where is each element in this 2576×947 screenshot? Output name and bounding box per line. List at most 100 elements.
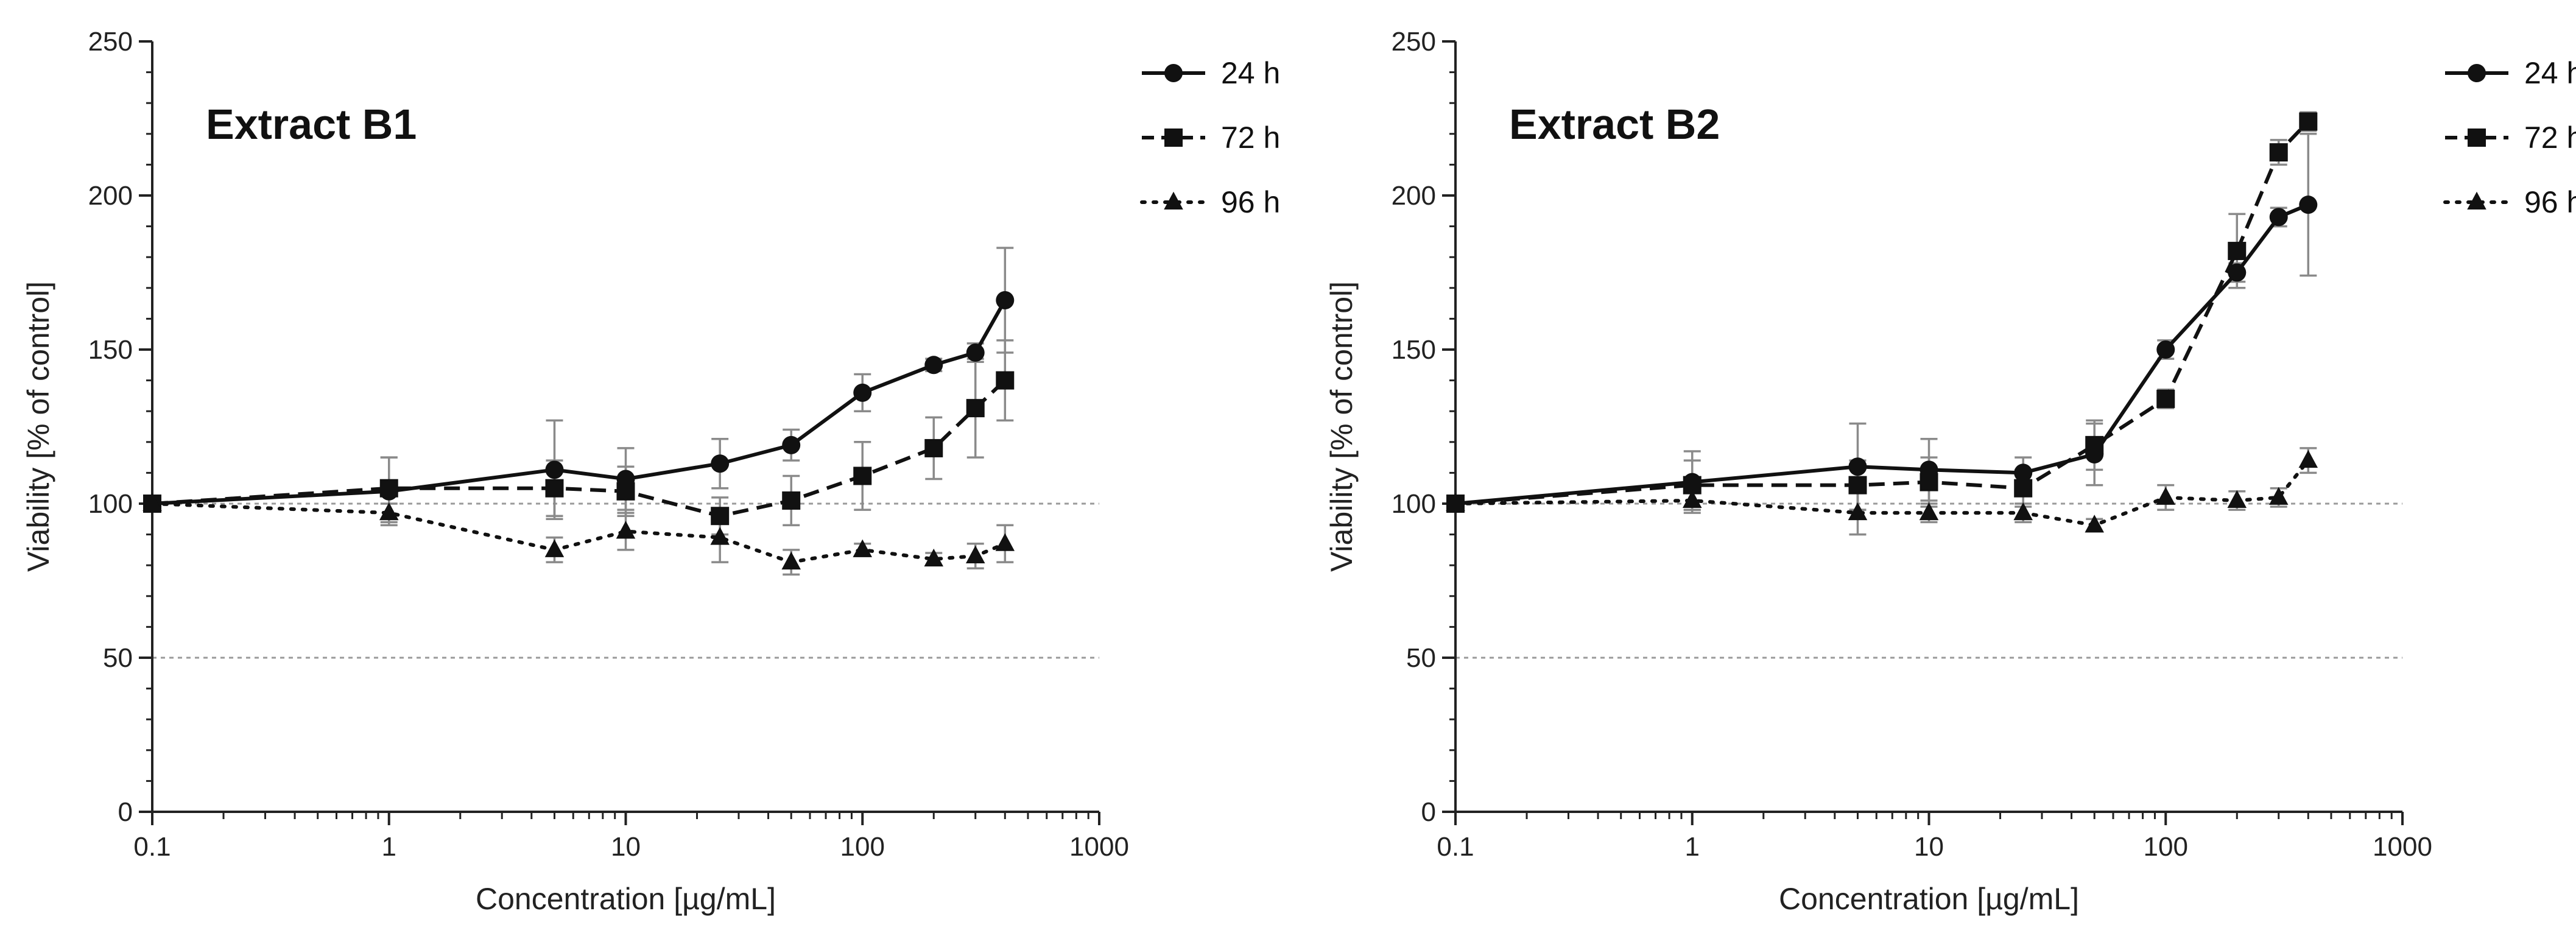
- legend-marker-circle: [2468, 64, 2486, 82]
- x-tick-label: 100: [2144, 832, 2188, 862]
- y-tick-label: 250: [1392, 27, 1436, 57]
- error-bars-72h: [144, 339, 1014, 536]
- legend-marker-triangle: [1164, 191, 1183, 209]
- data-point-square: [1920, 473, 1938, 491]
- panel-title: Extract B2: [1509, 100, 1720, 148]
- data-point-triangle: [965, 545, 985, 564]
- data-point-circle: [545, 460, 564, 479]
- series-line-96h: [1454, 459, 2310, 527]
- x-tick-label: 1000: [2373, 832, 2432, 862]
- data-point-triangle: [995, 533, 1015, 551]
- data-point-triangle: [544, 539, 565, 557]
- data-point-triangle: [1919, 502, 1939, 521]
- data-point-circle: [711, 454, 730, 473]
- y-axis-title: Viability [% of control]: [21, 281, 55, 572]
- x-tick-label: 1: [382, 832, 396, 862]
- legend-marker-triangle: [2467, 191, 2486, 209]
- x-axis-title: Concentration [µg/mL]: [1779, 882, 2079, 916]
- legend-label: 24 h: [1221, 56, 1280, 90]
- data-point-square: [1848, 476, 1867, 495]
- data-point-circle: [924, 356, 943, 375]
- data-point-circle: [782, 435, 801, 454]
- data-point-square: [379, 479, 398, 498]
- y-tick-label: 100: [1392, 489, 1436, 519]
- error-bars-24h: [1447, 133, 2317, 514]
- data-point-triangle: [616, 521, 636, 539]
- y-tick-label: 150: [1392, 335, 1436, 365]
- legend-label: 72 h: [2524, 121, 2576, 155]
- data-point-triangle: [853, 539, 872, 557]
- y-tick-label: 100: [88, 489, 133, 519]
- series-line-96h: [150, 502, 1007, 565]
- data-point-circle: [2269, 208, 2288, 227]
- data-point-circle: [1848, 457, 1867, 476]
- data-point-square: [2299, 112, 2318, 131]
- data-point-triangle: [2013, 502, 2033, 521]
- data-point-triangle: [2268, 487, 2289, 505]
- chart-panel-b2: 0 50 100 150 200 250 0.1 1 10 100 1000 Concentratio…: [1325, 27, 2576, 916]
- data-point-triangle: [379, 502, 399, 521]
- x-tick-label: 100: [840, 832, 885, 862]
- data-point-triangle: [924, 548, 944, 567]
- legend-marker-square: [2468, 128, 2486, 147]
- data-point-circle: [2014, 463, 2033, 482]
- data-point-square: [2269, 143, 2288, 162]
- series-line-24h: [152, 299, 1007, 505]
- data-point-triangle: [781, 551, 801, 570]
- data-point-square: [924, 438, 943, 457]
- y-axis-title: Viability [% of control]: [1325, 281, 1359, 572]
- data-point-square: [711, 507, 730, 526]
- y-tick-label: 150: [88, 335, 133, 365]
- legend-marker-circle: [1164, 64, 1183, 82]
- x-tick-label: 10: [1914, 832, 1944, 862]
- data-point-triangle: [143, 493, 162, 511]
- data-point-square: [996, 371, 1015, 390]
- data-point-circle: [996, 291, 1015, 310]
- data-point-square: [2014, 479, 2033, 498]
- x-tick-label: 0.1: [1437, 832, 1474, 862]
- data-point-square: [2085, 435, 2104, 454]
- data-point-triangle: [1683, 490, 1702, 508]
- data-point-triangle: [2227, 490, 2247, 508]
- legend-label: 24 h: [2524, 56, 2576, 90]
- x-tick-label: 0.1: [133, 832, 171, 862]
- data-point-triangle: [1848, 502, 1868, 521]
- x-tick-label: 10: [611, 832, 641, 862]
- data-point-circle: [853, 383, 872, 402]
- data-point-triangle: [710, 527, 730, 545]
- legend-label: 96 h: [2524, 185, 2576, 219]
- data-point-circle: [2156, 340, 2175, 359]
- y-tick-label: 250: [88, 27, 133, 57]
- y-tick-label: 50: [103, 643, 133, 673]
- panel-title: Extract B1: [206, 100, 417, 148]
- data-point-triangle: [2085, 515, 2104, 533]
- y-tick-label: 0: [1421, 797, 1436, 827]
- data-point-triangle: [2156, 487, 2175, 505]
- data-point-square: [966, 399, 985, 418]
- data-point-circle: [2299, 195, 2318, 214]
- data-point-square: [2156, 389, 2175, 408]
- error-bars-96h: [144, 496, 1014, 576]
- y-tick-label: 200: [1392, 181, 1436, 211]
- data-point-square: [545, 479, 564, 498]
- y-tick-label: 50: [1406, 643, 1436, 673]
- data-point-circle: [2228, 263, 2247, 282]
- series-line-72h: [152, 379, 1007, 518]
- x-axis-title: Concentration [µg/mL]: [476, 882, 776, 916]
- legend-label: 96 h: [1221, 185, 1280, 219]
- data-point-square: [616, 482, 635, 501]
- error-bars-72h: [1447, 111, 2317, 511]
- series-line-72h: [1455, 120, 2310, 505]
- series-line-24h: [1455, 203, 2309, 505]
- y-tick-label: 200: [88, 181, 133, 211]
- chart-panel-b1: 0 50 100 150 200 250 0.1 1 10 100 1000 Concentratio…: [21, 27, 1280, 916]
- data-point-circle: [966, 343, 985, 362]
- data-point-square: [853, 466, 872, 485]
- data-point-square: [782, 491, 801, 510]
- legend-label: 72 h: [1221, 121, 1280, 155]
- x-tick-label: 1: [1685, 832, 1700, 862]
- legend-marker-square: [1164, 128, 1183, 147]
- x-tick-label: 1000: [1069, 832, 1129, 862]
- data-point-square: [2228, 242, 2247, 261]
- data-point-triangle: [2298, 449, 2318, 468]
